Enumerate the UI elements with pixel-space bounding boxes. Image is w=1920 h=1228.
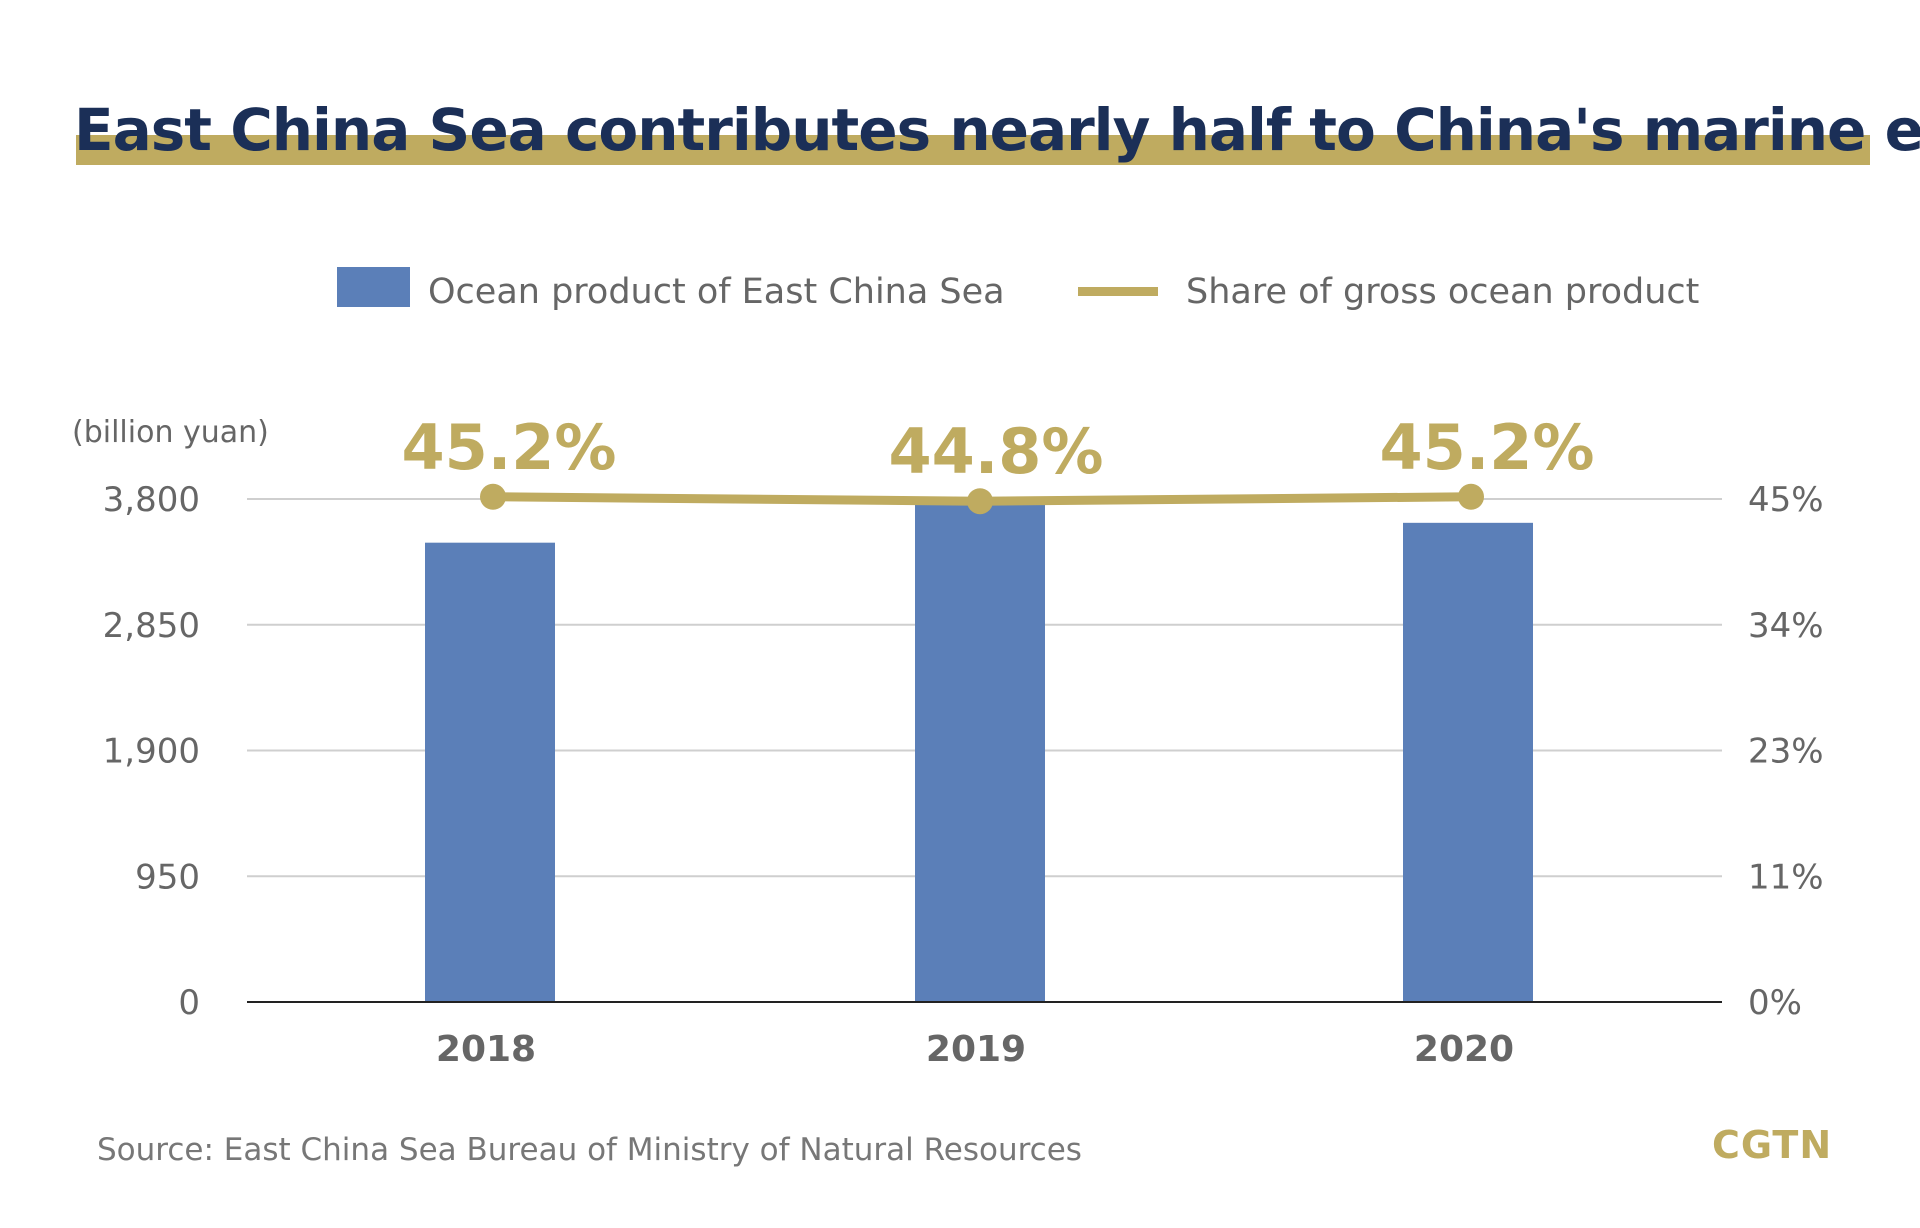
- line-series: 45.2% 44.8% 45.2%: [401, 411, 1595, 515]
- left-tick-label: 3,800: [103, 480, 200, 520]
- left-tick-label: 1,900: [103, 732, 200, 772]
- line-point: [480, 483, 506, 510]
- left-tick-label: 950: [135, 857, 200, 897]
- source-text: Source: East China Sea Bureau of Ministr…: [97, 1132, 1082, 1168]
- right-axis-ticks: 0% 11% 23% 34% 45%: [1748, 480, 1824, 1023]
- right-tick-label: 45%: [1748, 480, 1824, 520]
- right-tick-label: 0%: [1748, 983, 1802, 1023]
- legend-line-swatch: [1078, 287, 1158, 296]
- bar: [425, 542, 555, 1002]
- right-tick-label: 23%: [1748, 732, 1824, 772]
- bar-series: [425, 500, 1533, 1002]
- title-underline: [76, 135, 1870, 165]
- data-label: 45.2%: [1379, 411, 1594, 484]
- category-label: 2019: [926, 1029, 1026, 1070]
- legend-bar-swatch: [337, 267, 410, 307]
- brand-logo: CGTN: [1712, 1123, 1832, 1167]
- left-tick-label: 2,850: [103, 606, 200, 646]
- y-axis-unit-label: (billion yuan): [72, 415, 269, 450]
- line-point: [967, 488, 993, 515]
- bar: [1403, 522, 1533, 1002]
- left-tick-label: 0: [178, 983, 200, 1023]
- legend-bar-label: Ocean product of East China Sea: [428, 272, 1005, 312]
- bar: [915, 500, 1045, 1002]
- x-axis-categories: 2018 2019 2020: [436, 1029, 1514, 1070]
- category-label: 2018: [436, 1029, 536, 1070]
- legend-line-label: Share of gross ocean product: [1186, 272, 1699, 312]
- line-point: [1458, 483, 1484, 510]
- left-axis-ticks: 0 950 1,900 2,850 3,800: [103, 480, 200, 1023]
- right-tick-label: 11%: [1748, 857, 1824, 897]
- chart-title: East China Sea contributes nearly half t…: [74, 96, 1920, 164]
- right-tick-label: 34%: [1748, 606, 1824, 646]
- data-label: 45.2%: [401, 411, 616, 484]
- data-label: 44.8%: [888, 415, 1103, 488]
- category-label: 2020: [1414, 1029, 1514, 1070]
